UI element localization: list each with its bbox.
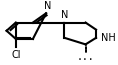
- Text: N: N: [61, 10, 68, 20]
- Text: N: N: [44, 1, 51, 11]
- Text: Cl: Cl: [11, 50, 21, 60]
- Text: NH: NH: [101, 33, 116, 43]
- Text: ···: ···: [77, 55, 94, 65]
